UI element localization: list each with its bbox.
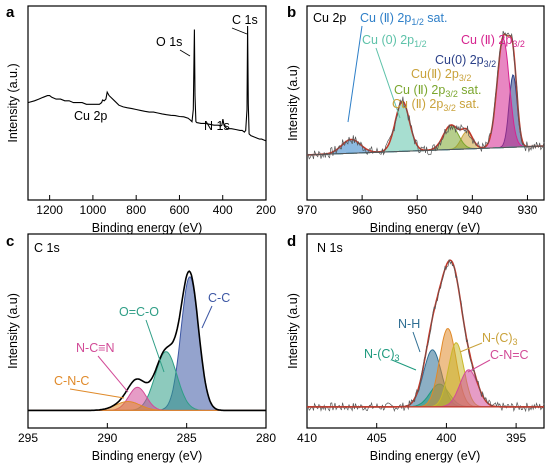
label-c-n-c: C-N-C	[54, 374, 89, 388]
panel-a-xlabel: Binding energy (eV)	[92, 221, 202, 235]
x-tick-label: 290	[97, 431, 117, 445]
x-tick-label: 600	[169, 203, 189, 217]
panel-d-raw-data	[306, 259, 545, 413]
label-cu2-2p32: Cu (Ⅱ) 2p3/2	[461, 33, 525, 49]
peak-label-o1s: O 1s	[156, 35, 182, 49]
peak-leader-c1s	[231, 27, 248, 35]
panel-d: d N 1s 410 405 400 395 Binding energy (eV) …	[286, 233, 545, 463]
leader-n-c3-left	[391, 359, 417, 371]
label-n-c3-left: N-(C)3	[364, 347, 400, 363]
panel-b: b Cu 2p 970 960 950 940 930 Binding energy (…	[286, 4, 545, 235]
x-tick-label: 405	[367, 431, 387, 445]
panel-b-annotations: Cu (Ⅱ) 2p1/2 sat. Cu (0) 2p1/2 Cu (Ⅱ) 2p…	[347, 11, 525, 123]
panel-a-ylabel: Intensity (a.u.)	[6, 63, 20, 142]
x-tick-label: 1200	[36, 203, 63, 217]
label-n-h: N-H	[398, 317, 420, 331]
panel-a-x-ticks: 1200 1000 800 600 400 200	[36, 195, 276, 217]
panel-c-xlabel: Binding energy (eV)	[92, 449, 202, 463]
leader-c-c	[201, 305, 213, 329]
x-tick-label: 930	[517, 203, 537, 217]
panel-c-peaks	[28, 276, 266, 411]
panel-c-title: C 1s	[34, 241, 60, 255]
label-c-c: C-C	[208, 291, 230, 305]
panel-a-annotations: C 1s O 1s N 1s Cu 2p	[74, 13, 258, 133]
label-cu2-2p32-sat-a: Cu (Ⅱ) 2p3/2 sat.	[394, 83, 481, 99]
panel-label-c: c	[6, 233, 14, 250]
x-tick-label: 395	[506, 431, 526, 445]
fit-peak	[28, 386, 266, 411]
panel-c-ylabel: Intensity (a.u)	[6, 293, 20, 369]
x-tick-label: 280	[256, 431, 276, 445]
x-tick-label: 295	[18, 431, 38, 445]
label-cu2-2p32-b: Cu(Ⅱ) 2p3/2	[411, 67, 471, 83]
panel-b-raw-data	[306, 30, 545, 160]
x-tick-label: 970	[297, 203, 317, 217]
label-c-n-c: C-N=C	[490, 348, 529, 362]
peak-label-n1s: N 1s	[204, 119, 230, 133]
label-n-c-n: N-C≡N	[76, 341, 115, 355]
leader-o-c-o	[145, 319, 165, 373]
x-tick-label: 200	[256, 203, 276, 217]
x-tick-label: 400	[436, 431, 456, 445]
fit-peak	[28, 276, 266, 411]
x-tick-label: 800	[126, 203, 146, 217]
leader-c-n-c-d	[467, 359, 491, 373]
x-tick-label: 1000	[80, 203, 107, 217]
panel-a: a 1200 1000 800 600 400 200 Binding energy (e…	[6, 4, 276, 235]
label-n-c3-right: N-(C)3	[482, 331, 518, 347]
panel-b-x-ticks: 970 960 950 940 930	[297, 195, 538, 217]
panel-c-x-ticks: 295 290 285 280	[18, 423, 276, 445]
panel-b-baseline	[307, 145, 545, 156]
x-tick-label: 285	[177, 431, 197, 445]
panel-c: c C 1s 295 290 285 280 Binding energy (eV) …	[6, 233, 276, 463]
panel-c-fit-envelope	[28, 270, 266, 412]
x-tick-label: 950	[407, 203, 427, 217]
panel-c-frame	[27, 233, 267, 429]
leader-n-c3-right	[459, 342, 483, 353]
panel-d-title: N 1s	[317, 241, 343, 255]
leader-cu0-2p12	[375, 47, 401, 119]
leader-c-n-c	[69, 388, 125, 399]
label-cu0-2p12: Cu (0) 2p1/2	[362, 33, 427, 49]
leader-n-h	[412, 331, 421, 353]
panel-b-xlabel: Binding energy (eV)	[370, 221, 480, 235]
x-tick-label: 940	[462, 203, 482, 217]
peak-label-cu2p: Cu 2p	[74, 109, 107, 123]
panel-label-b: b	[287, 4, 296, 21]
label-cu2-2p32-sat-b: Cu (Ⅱ) 2p3/2 sat.	[392, 97, 479, 113]
panel-d-x-ticks: 410 405 400 395	[297, 423, 526, 445]
label-o-c-o: O=C-O	[119, 305, 159, 319]
panel-b-frame	[306, 5, 545, 201]
peak-leader-o1s	[179, 49, 191, 57]
panel-d-annotations: N-H N-(C)3 N-(C)3 C-N=C	[364, 317, 529, 373]
label-cu2-2p12-sat: Cu (Ⅱ) 2p1/2 sat.	[360, 11, 447, 27]
x-tick-label: 410	[297, 431, 317, 445]
panel-d-xlabel: Binding energy (eV)	[370, 449, 480, 463]
panel-d-ylabel: Intensity (a.u)	[286, 293, 300, 369]
panel-label-a: a	[6, 4, 15, 21]
label-cu0-2p32: Cu(0) 2p3/2	[435, 53, 496, 69]
leader-n-c-n	[97, 355, 129, 393]
peak-label-c1s: C 1s	[232, 13, 258, 27]
panel-a-frame	[27, 5, 267, 201]
panel-c-annotations: C-C O=C-O N-C≡N C-N-C	[54, 291, 230, 399]
panel-b-title: Cu 2p	[313, 11, 346, 25]
x-tick-label: 960	[352, 203, 372, 217]
x-tick-label: 400	[213, 203, 233, 217]
panel-b-ylabel: Intensity (a.u)	[286, 65, 300, 141]
panel-d-frame	[306, 233, 545, 429]
leader-cu2-2p12-sat	[347, 25, 363, 123]
panel-a-survey-line	[27, 25, 267, 142]
panel-label-d: d	[287, 233, 296, 250]
